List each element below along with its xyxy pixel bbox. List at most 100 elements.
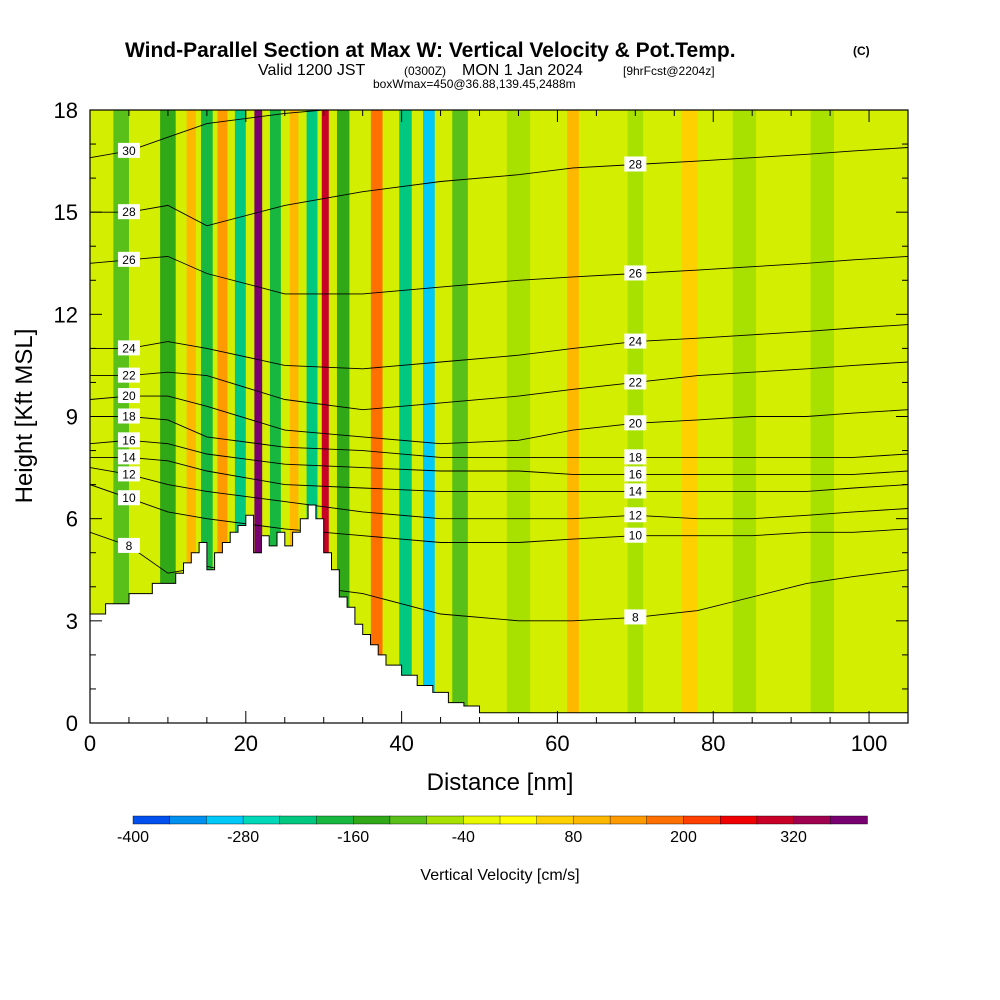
contour-label: 12 (122, 467, 136, 481)
contour-label: 30 (122, 144, 136, 158)
colorbar-cell (242, 815, 281, 825)
contour-label-bg (624, 415, 647, 431)
contour-label-bg (624, 609, 647, 625)
theta-contour-18 (90, 416, 908, 458)
contour-label: 18 (629, 450, 643, 464)
contour-label: 22 (122, 369, 136, 383)
velocity-bands (113, 110, 834, 723)
velocity-band-10 (321, 110, 329, 723)
colorbar-cell (793, 815, 831, 825)
velocity-band-17 (567, 110, 579, 723)
x-tick-label: 0 (84, 731, 96, 756)
y-tick-label: 9 (66, 405, 78, 430)
contour-label-bg (624, 483, 647, 499)
subtitle-boxwmax: boxWmax=450@36.88,139.45,2488m (373, 77, 576, 91)
theta-contour-28 (90, 147, 908, 227)
contour-labels: 8 8 10 10 12 12 14 14 16 16 18 18 20 20 22 22 24 24 26 26 28… (117, 78, 647, 625)
contour-label-bg (117, 449, 140, 465)
y-axis: 0 3 6 9 12 15 18 (54, 98, 908, 736)
contour-label-bg (117, 432, 140, 448)
y-tick-label: 18 (54, 98, 78, 123)
theta-contour-30 (90, 110, 329, 159)
colorbar-tick-label: 80 (565, 829, 583, 846)
contour-label-bg (624, 333, 647, 349)
velocity-band-19 (682, 110, 698, 723)
colorbar-cell (609, 815, 648, 825)
theta-contour-8 (90, 531, 908, 622)
velocity-band-2 (186, 110, 196, 723)
velocity-band-4 (217, 110, 228, 723)
velocity-band-7 (269, 110, 281, 723)
theta-contour-20 (90, 395, 908, 445)
contour-label-bg (117, 340, 140, 356)
contour-label-bg (624, 374, 647, 390)
y-tick-label: 0 (66, 711, 78, 736)
y-tick-label: 3 (66, 609, 78, 634)
x-tick-label: 100 (851, 731, 888, 756)
subtitle-utc: (0300Z) (404, 64, 446, 78)
contour-label-bg (117, 490, 140, 506)
x-tick-label: 60 (545, 731, 569, 756)
contour-label-bg (624, 265, 647, 281)
contour-label-bg (117, 388, 140, 404)
colorbar-cell (389, 815, 428, 825)
x-tick-label: 20 (234, 731, 258, 756)
y-axis-label: Height [Kft MSL] (11, 329, 38, 504)
contour-label-bg (624, 156, 647, 172)
y-tick-label: 12 (54, 302, 78, 327)
contour-label: 24 (629, 335, 643, 349)
x-axis-label: Distance [nm] (427, 769, 574, 796)
theta-contour-16 (90, 439, 908, 475)
chart-title: Wind-Parallel Section at Max W: Vertical… (125, 39, 736, 62)
colorbar-tick-label: 320 (780, 829, 807, 846)
colorbar-tick-label: 200 (670, 829, 697, 846)
contour-label: 16 (629, 467, 643, 481)
contour-label: 20 (629, 416, 643, 430)
colorbar-cell (499, 815, 538, 825)
colorbar-label: Vertical Velocity [cm/s] (420, 867, 579, 884)
theta-contour-14 (90, 456, 908, 492)
colorbar-cell (646, 815, 685, 825)
velocity-band-21 (810, 110, 834, 723)
colorbar-cell (279, 815, 318, 825)
contour-label-bg (624, 78, 646, 93)
colorbar-cell (316, 815, 354, 825)
colorbar-cell (169, 815, 208, 825)
theta-contour-12 (90, 467, 908, 520)
copyright-mark: (C) (853, 44, 870, 58)
colorbar-cell (683, 815, 721, 825)
contour-label-bg (117, 367, 140, 383)
colorbar-tick-label: -160 (337, 829, 369, 846)
contour-label: 8 (126, 539, 133, 553)
contour-label-bg (117, 408, 140, 424)
y-tick-label: 15 (54, 200, 78, 225)
colorbar-cell (830, 815, 868, 825)
contour-label-bg (117, 537, 140, 553)
contour-label: 26 (122, 253, 136, 267)
contour-label-bg (624, 527, 647, 543)
colorbar-cell (426, 815, 465, 825)
contour-label: 28 (122, 205, 136, 219)
contour-label-bg (117, 204, 140, 220)
theta-contours (90, 110, 908, 622)
velocity-band-9 (306, 110, 318, 723)
colorbar-cell (536, 815, 575, 825)
contour-label: 30 (629, 79, 643, 93)
colorbar-tick-label: -40 (452, 829, 475, 846)
subtitle-forecast: [9hrFcst@2204z] (623, 64, 715, 78)
velocity-band-13 (399, 110, 412, 723)
x-axis: 0 20 40 60 80 100 (84, 110, 909, 756)
contour-label: 10 (629, 529, 643, 543)
velocity-band-3 (201, 110, 213, 723)
theta-contour-22 (90, 361, 908, 411)
colorbar-cell (573, 815, 611, 825)
contour-label: 22 (629, 375, 643, 389)
x-tick-label: 40 (389, 731, 413, 756)
colorbar-cell (720, 815, 758, 825)
contour-label: 20 (122, 389, 136, 403)
subtitle-valid: Valid 1200 JST (258, 62, 366, 79)
theta-contour-24 (90, 324, 908, 370)
colorbar-cell (353, 815, 391, 825)
contour-label: 24 (122, 341, 136, 355)
contour-label: 28 (629, 157, 643, 171)
